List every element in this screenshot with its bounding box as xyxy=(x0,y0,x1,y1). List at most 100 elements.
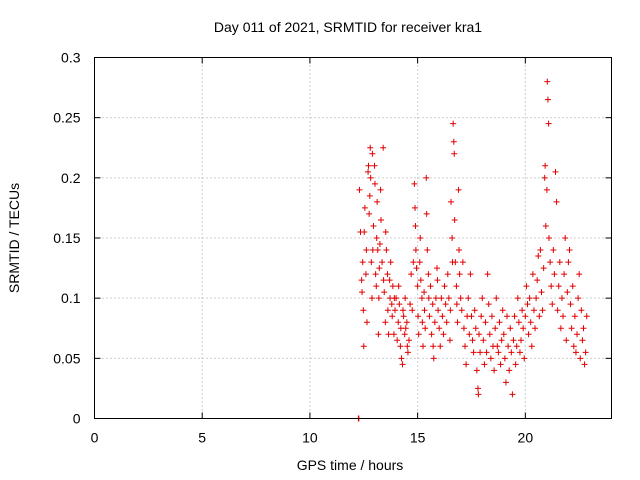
data-point xyxy=(429,301,436,308)
data-point xyxy=(538,289,545,296)
data-point xyxy=(404,343,411,350)
data-point xyxy=(563,337,570,344)
data-point xyxy=(359,289,366,296)
data-point xyxy=(498,337,505,344)
data-point xyxy=(426,313,433,320)
y-tick-label: 0.3 xyxy=(61,50,81,66)
data-point xyxy=(481,361,488,368)
data-point xyxy=(485,301,492,308)
data-point xyxy=(483,349,490,356)
data-point xyxy=(556,259,563,266)
data-point xyxy=(549,301,556,308)
data-point xyxy=(551,271,558,278)
data-point xyxy=(372,271,379,278)
data-point xyxy=(474,385,481,392)
data-point xyxy=(554,307,561,314)
data-point xyxy=(390,331,397,338)
data-point xyxy=(404,349,411,356)
data-point xyxy=(400,313,407,320)
data-point xyxy=(453,301,460,308)
y-tick-labels: 0 0.05 0.1 0.15 0.2 0.25 0.3 xyxy=(53,50,80,427)
data-point xyxy=(471,307,478,314)
data-point xyxy=(542,222,549,229)
data-point xyxy=(373,235,380,241)
data-point xyxy=(421,289,428,296)
data-point xyxy=(526,295,533,302)
data-point xyxy=(479,295,486,302)
data-point xyxy=(475,391,482,398)
data-point xyxy=(558,295,565,302)
data-point xyxy=(387,259,394,266)
data-point xyxy=(540,265,547,272)
data-point xyxy=(494,343,501,350)
data-point xyxy=(367,144,374,151)
data-point xyxy=(580,325,587,332)
data-point xyxy=(542,162,549,169)
data-point xyxy=(371,180,378,187)
data-point xyxy=(568,325,575,332)
data-point xyxy=(440,331,447,338)
data-point xyxy=(410,259,417,266)
data-point xyxy=(518,337,525,344)
data-point xyxy=(379,259,386,266)
data-point xyxy=(367,174,374,181)
data-point xyxy=(438,295,445,302)
data-point xyxy=(564,289,571,296)
data-point xyxy=(466,331,473,338)
data-point xyxy=(570,343,577,350)
data-point xyxy=(460,325,467,332)
x-axis-title: GPS time / hours xyxy=(297,457,404,473)
data-point xyxy=(451,216,458,223)
data-point xyxy=(386,277,393,284)
data-point xyxy=(427,283,434,290)
data-point xyxy=(366,210,373,217)
data-point xyxy=(412,222,419,229)
data-point xyxy=(402,325,409,332)
data-point xyxy=(457,295,464,302)
data-point xyxy=(409,307,416,314)
data-point xyxy=(375,295,382,302)
data-point xyxy=(432,295,439,302)
data-point xyxy=(384,307,391,314)
data-point xyxy=(358,277,365,284)
data-point xyxy=(448,198,455,205)
data-point xyxy=(417,235,424,241)
data-point xyxy=(414,283,421,290)
data-point xyxy=(450,120,457,127)
data-point xyxy=(392,307,399,314)
data-point xyxy=(454,319,461,326)
data-point xyxy=(420,343,427,350)
data-point xyxy=(567,301,574,308)
data-point xyxy=(388,301,395,308)
data-point xyxy=(521,355,528,362)
data-point xyxy=(477,349,484,356)
data-point xyxy=(468,313,475,320)
data-point xyxy=(528,343,535,350)
data-point xyxy=(523,283,530,290)
data-point xyxy=(395,283,402,290)
data-point xyxy=(363,247,370,254)
x-tick-label: 5 xyxy=(198,430,206,446)
data-point xyxy=(499,307,506,314)
data-point xyxy=(369,150,376,157)
data-point xyxy=(486,331,493,338)
data-point xyxy=(544,78,551,85)
data-point xyxy=(423,210,430,217)
data-point xyxy=(374,198,381,205)
data-point xyxy=(396,301,403,308)
data-point xyxy=(496,319,503,326)
data-point xyxy=(382,319,389,326)
data-point xyxy=(389,313,396,320)
data-point xyxy=(451,150,458,157)
data-point xyxy=(417,277,424,284)
data-point xyxy=(488,313,495,320)
data-point xyxy=(402,295,409,302)
data-point xyxy=(415,313,422,320)
grid-lines xyxy=(94,57,612,419)
data-point xyxy=(362,271,369,278)
plot-frame xyxy=(94,57,612,419)
data-point xyxy=(501,355,508,362)
data-point xyxy=(360,343,367,350)
data-point xyxy=(425,295,432,302)
